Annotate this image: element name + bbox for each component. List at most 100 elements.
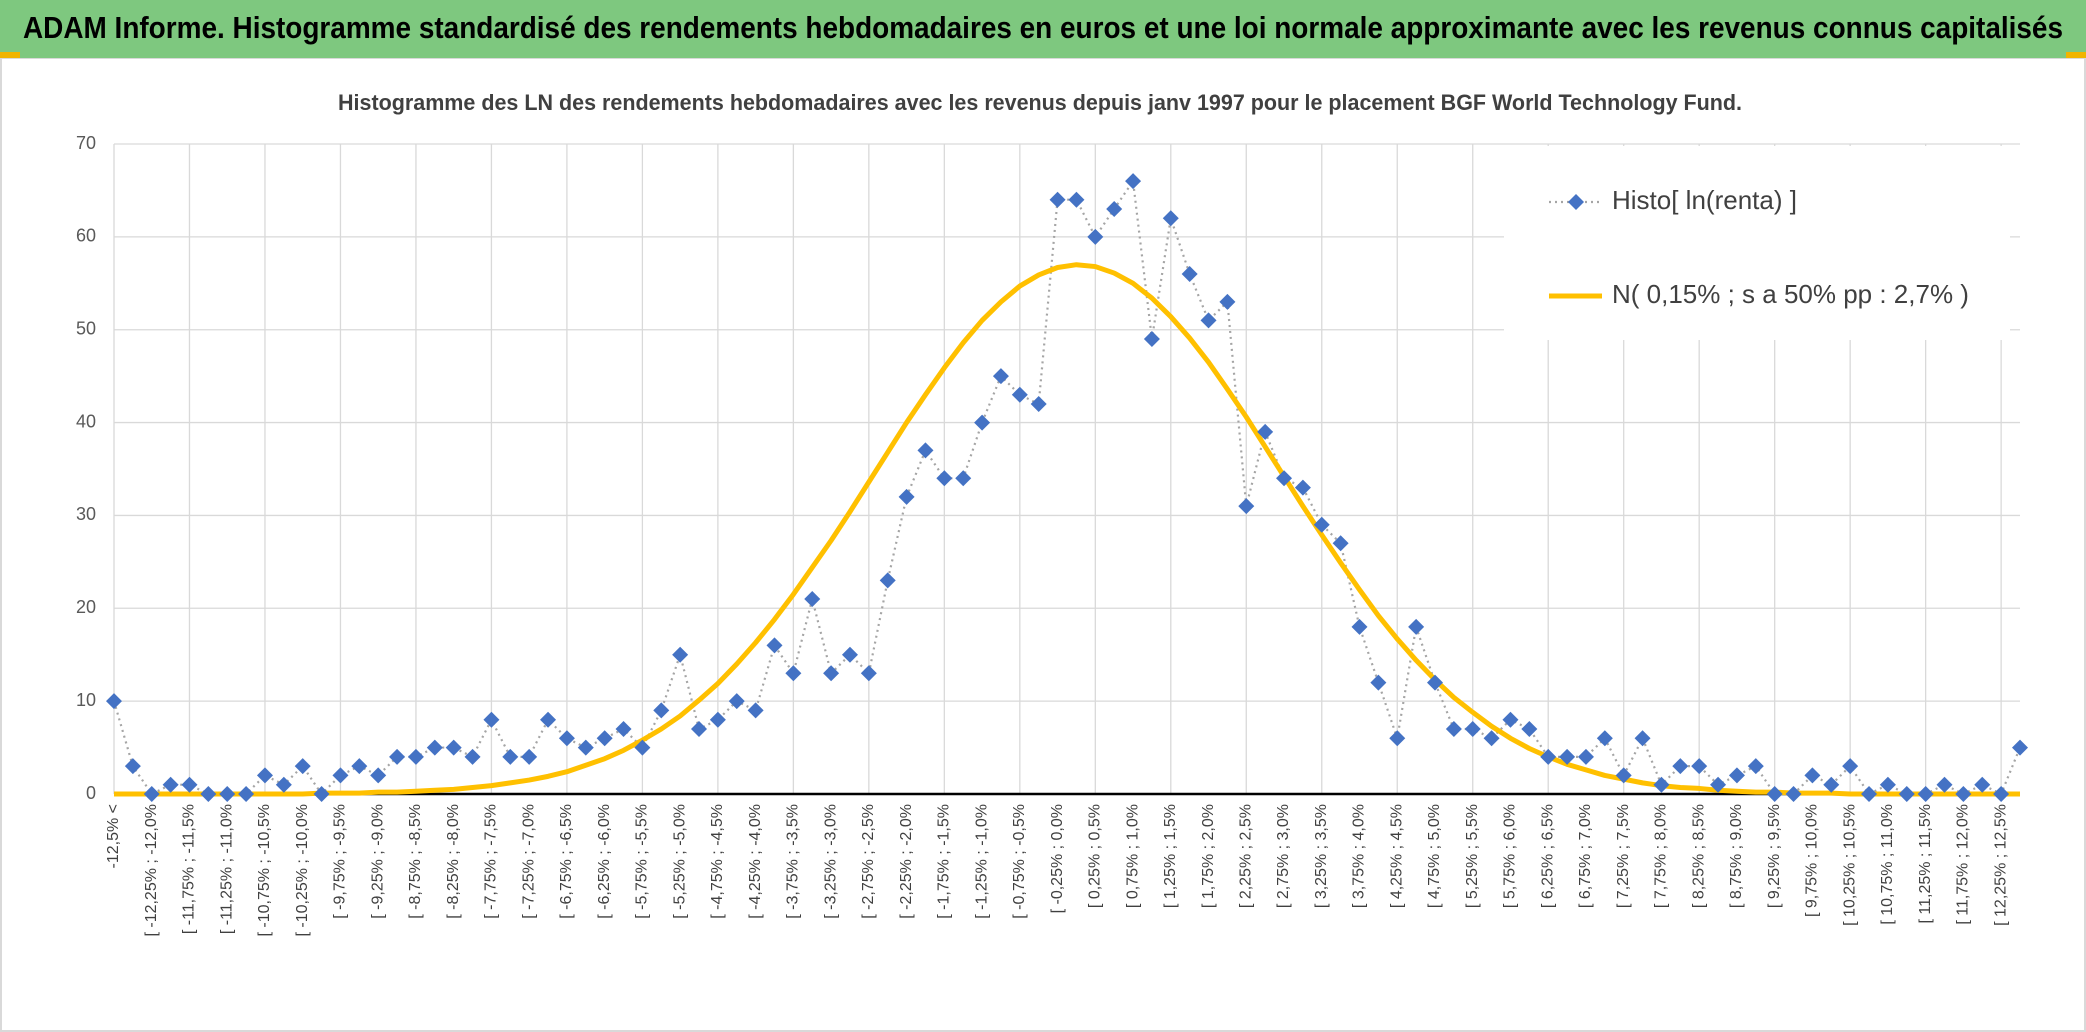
data-point [1332,535,1349,552]
x-tick-label: [ -9,75% ; -9,5% [332,804,349,919]
x-tick-label: [ 3,25% ; 3,5% [1313,804,1330,908]
data-point [426,739,443,756]
legend-marker [1568,194,1584,210]
x-tick-label: [ 8,75% ; 9,0% [1728,804,1745,908]
x-tick-label: -12,5% < [105,804,122,868]
x-tick-label: [ -10,75% ; -10,5% [256,804,273,937]
data-point [860,665,877,682]
data-point [540,711,557,728]
data-point [1691,758,1708,775]
x-tick-label: [ -10,25% ; -10,0% [294,804,311,937]
data-point [1030,396,1047,412]
data-point [238,786,255,802]
x-tick-label: [ -4,25% ; -4,0% [747,804,764,919]
x-tick-label: [ -2,75% ; -2,5% [860,804,877,919]
x-tick-label: [ 4,25% ; 4,5% [1388,804,1405,908]
data-point [1559,748,1576,765]
data-point [1804,767,1821,784]
data-point [389,748,406,765]
x-tick-label: [ -2,25% ; -2,0% [898,804,915,919]
x-tick-label: [ 1,25% ; 1,5% [1162,804,1179,908]
data-point [1993,786,2010,802]
data-point [974,414,991,431]
x-tick-label: [ -0,25% ; 0,0% [1049,804,1066,913]
data-point [1181,266,1198,282]
x-tick-label: [ 6,75% ; 7,0% [1577,804,1594,908]
normal-curve [114,262,2020,797]
data-point [1577,748,1594,765]
x-tick-label: [ 8,25% ; 8,5% [1690,804,1707,908]
data-point [502,748,519,765]
data-point [445,739,462,756]
y-tick-label: 30 [76,504,96,524]
data-point [1974,776,1991,793]
data-point [143,786,160,802]
data-point [1143,331,1160,347]
data-point [464,748,481,765]
data-point [521,748,538,765]
x-tick-label: [ 9,25% ; 9,5% [1766,804,1783,908]
legend-label: Histo[ ln(renta) ] [1612,185,1797,215]
x-tick-label: [ 3,75% ; 4,0% [1351,804,1368,908]
data-point [275,776,292,793]
x-tick-label: [ 5,25% ; 5,5% [1464,804,1481,908]
x-tick-label: [ -11,25% ; -11,0% [218,804,235,934]
data-point [936,470,953,487]
y-tick-label: 40 [76,411,96,431]
header-title: ADAM Informe. Histogramme standardisé de… [23,10,2063,45]
data-point [162,776,179,793]
x-tick-label: [ -4,75% ; -4,5% [709,804,726,919]
data-point [747,702,764,719]
data-point [1596,730,1613,747]
data-point [1276,470,1293,487]
data-point [1049,191,1066,208]
data-point [1634,730,1651,747]
data-point [1011,386,1028,403]
x-tick-label: [ -11,75% ; -11,5% [181,804,198,934]
data-point [766,637,783,654]
header-bar [0,0,2086,58]
x-tick-label: [ 7,75% ; 8,0% [1653,804,1670,908]
data-point [917,442,934,459]
data-point [1861,786,1878,802]
x-tick-label: [ -8,75% ; -8,5% [407,804,424,919]
x-tick-label: [ 11,75% ; 12,0% [1955,804,1972,925]
data-point [1426,674,1443,691]
data-point [1672,758,1689,775]
data-point [256,767,273,784]
y-tick-label: 10 [76,690,96,710]
data-point [1823,776,1840,793]
data-point [200,786,217,802]
x-tick-label: [ 11,25% ; 11,5% [1917,804,1934,923]
data-point [992,368,1009,385]
x-tick-label: [ 4,75% ; 5,0% [1426,804,1443,908]
x-tick-label: [ 2,75% ; 3,0% [1275,804,1292,908]
x-tick-label: [ 7,25% ; 7,5% [1615,804,1632,908]
data-point [294,758,311,775]
chart-subtitle: Histogramme des LN des rendements hebdom… [338,90,1742,115]
data-point [785,665,802,682]
data-point [898,488,915,505]
data-point [1653,776,1670,793]
data-point [1785,786,1802,802]
data-point [1842,758,1859,775]
x-tick-label: [ -0,75% ; -0,5% [1011,804,1028,919]
data-point [1389,730,1406,747]
x-tick-label: [ 6,25% ; 6,5% [1539,804,1556,908]
header-corner [0,52,20,58]
data-point [1502,711,1519,728]
data-point [1464,721,1481,737]
data-point [351,758,368,775]
data-point [2012,739,2028,756]
x-tick-label: [ 10,75% ; 11,0% [1879,804,1896,925]
x-tick-label: [ -5,25% ; -5,0% [671,804,688,919]
data-point [332,767,349,784]
data-point [483,711,500,728]
data-point [1238,498,1255,515]
x-tick-label: [ 12,25% ; 12,5% [1992,804,2009,926]
x-tick-label: [ 10,25% ; 10,5% [1841,804,1858,926]
data-point [124,758,141,775]
data-point [1408,618,1425,635]
y-tick-label: 20 [76,597,96,617]
data-point [1898,786,1915,802]
